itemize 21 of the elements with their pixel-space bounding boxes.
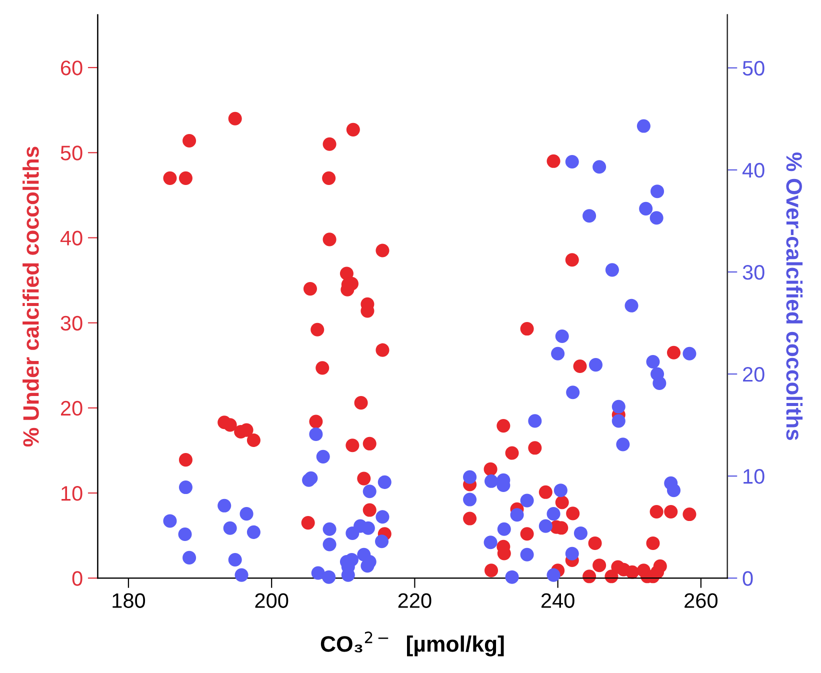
y2-tick-label: 20 xyxy=(743,367,764,382)
y-axis-title: % Under calcified coccoliths xyxy=(22,146,39,447)
x-tick-label: 240 xyxy=(541,593,574,608)
text: CO₃$^{2−}$ [µmol/kg] xyxy=(320,632,504,656)
y2-tick-label: 0 xyxy=(742,571,753,586)
y-tick-label: 10 xyxy=(62,486,82,501)
y-tick-label: 60 xyxy=(61,60,82,76)
y-tick-label: 50 xyxy=(60,146,82,160)
y2-tick-label: 10 xyxy=(744,469,764,484)
y-tick-label: 0 xyxy=(72,571,82,586)
y2-tick-label: 50 xyxy=(742,60,764,76)
y2-axis-title: % Over-calcified coccoliths xyxy=(786,152,803,440)
y-tick-label: 30 xyxy=(60,316,82,331)
x-tick-label: 220 xyxy=(398,593,432,608)
y-tick-label: 20 xyxy=(60,400,82,416)
y2-tick-label: 30 xyxy=(742,264,764,280)
y-tick-label: 40 xyxy=(60,230,82,246)
y2-tick-label: 40 xyxy=(742,162,764,178)
x-tick-label: 260 xyxy=(684,593,718,608)
x-tick-label: 200 xyxy=(255,593,288,608)
x-tick-label: 180 xyxy=(112,593,146,608)
